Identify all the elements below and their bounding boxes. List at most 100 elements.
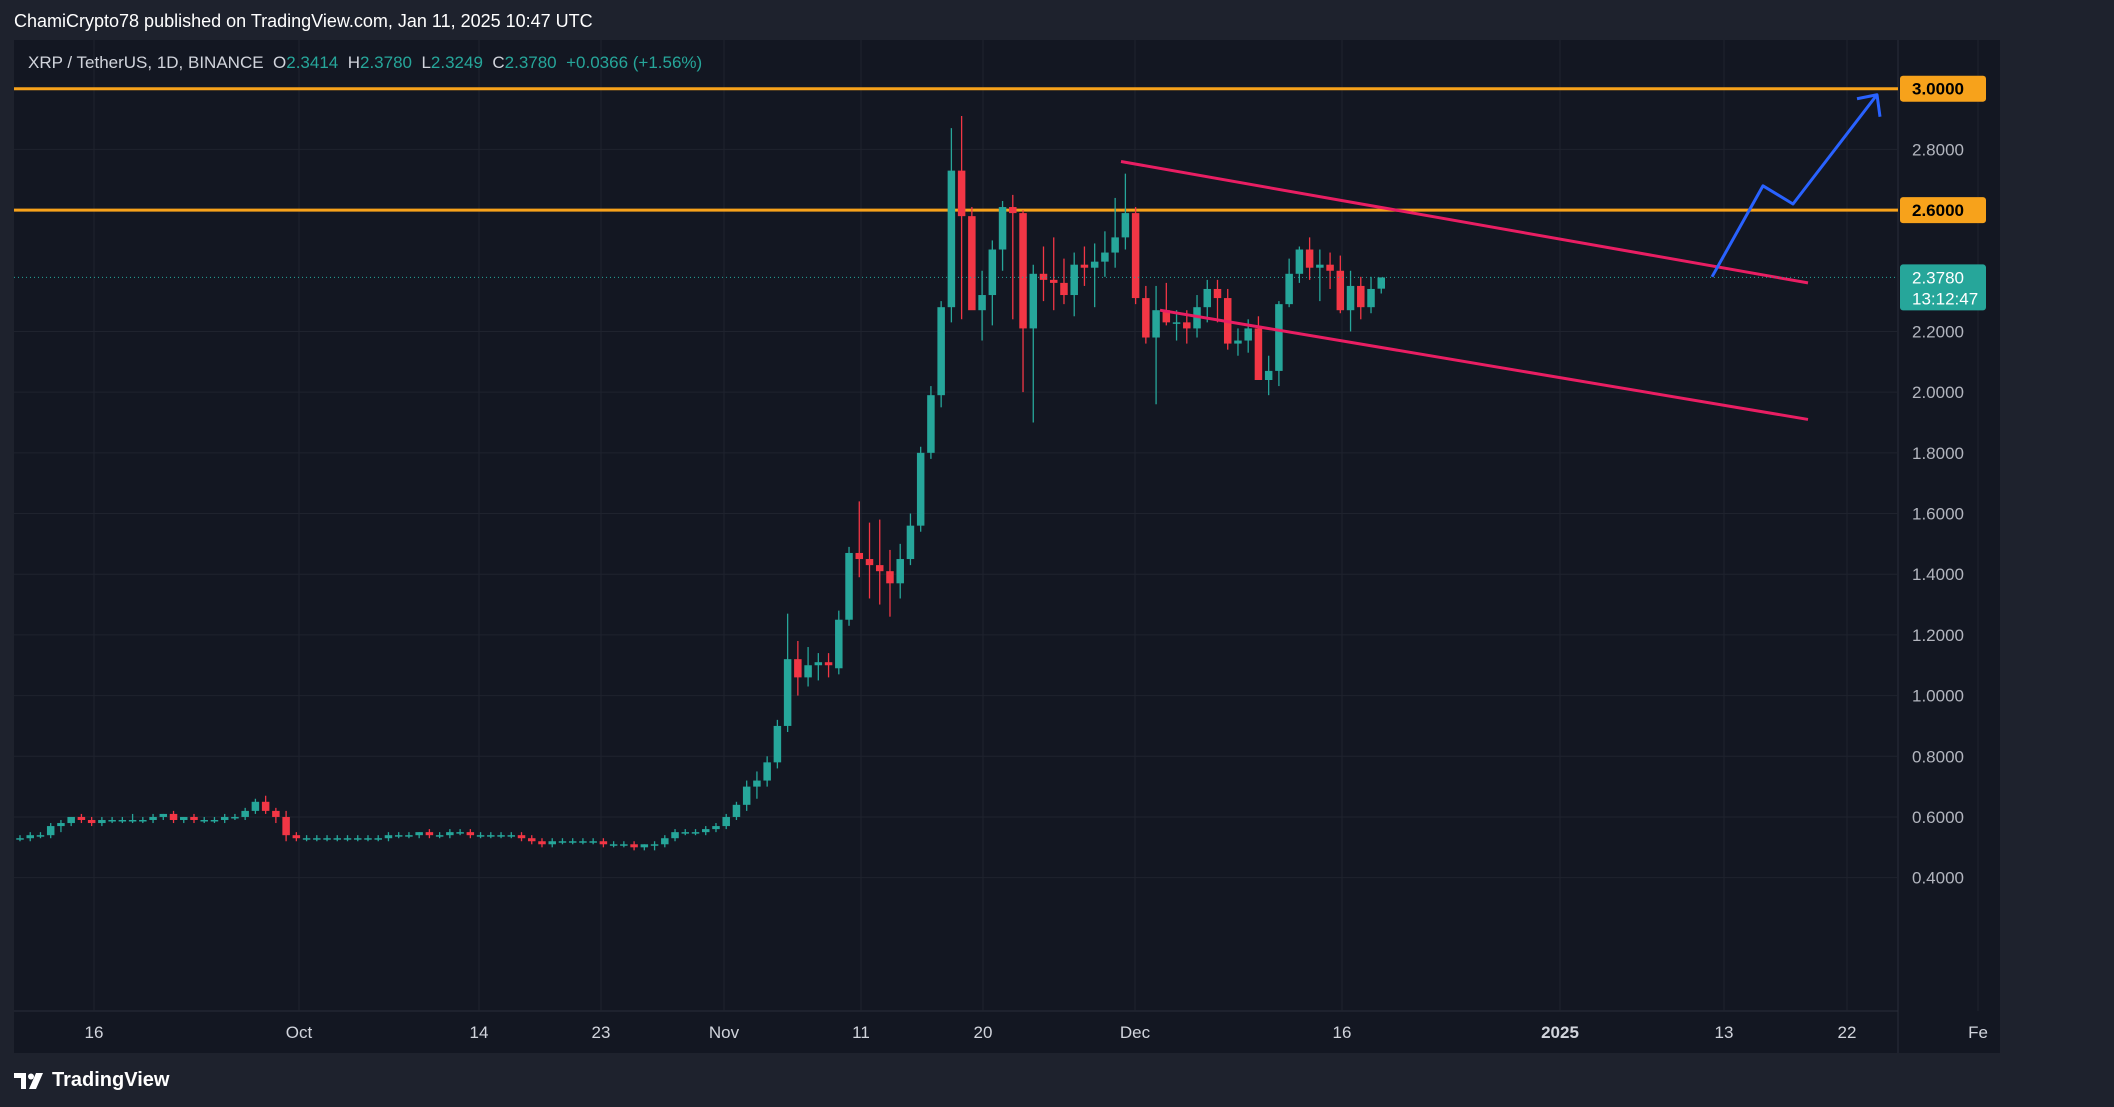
candle[interactable] — [26, 832, 34, 842]
candle[interactable] — [1142, 285, 1150, 344]
candle[interactable] — [425, 829, 434, 839]
candle[interactable] — [415, 832, 423, 839]
candle[interactable] — [609, 841, 618, 848]
candle[interactable] — [1223, 288, 1232, 350]
candle[interactable] — [998, 200, 1007, 271]
candle[interactable] — [98, 816, 106, 827]
candle[interactable] — [180, 816, 188, 824]
candle[interactable] — [712, 823, 720, 833]
candle[interactable] — [190, 813, 198, 824]
candle[interactable] — [517, 832, 526, 842]
candle[interactable] — [1039, 246, 1048, 302]
candle[interactable] — [1111, 197, 1119, 268]
candle[interactable] — [1203, 279, 1212, 323]
candle[interactable] — [783, 613, 792, 732]
candle[interactable] — [169, 810, 178, 824]
candle[interactable] — [210, 816, 219, 824]
candle[interactable] — [405, 832, 413, 839]
candle[interactable] — [1213, 279, 1222, 323]
candle[interactable] — [1080, 246, 1089, 286]
candle[interactable] — [937, 301, 945, 408]
candle[interactable] — [528, 835, 536, 845]
candle[interactable] — [1009, 194, 1017, 320]
candle[interactable] — [558, 838, 567, 845]
candle[interactable] — [742, 780, 751, 811]
candle[interactable] — [1029, 264, 1038, 423]
candle[interactable] — [1101, 231, 1109, 277]
candle[interactable] — [354, 835, 362, 842]
candle[interactable] — [620, 841, 628, 848]
candle[interactable] — [313, 835, 321, 842]
candle[interactable] — [650, 841, 659, 851]
candle[interactable] — [1090, 243, 1099, 308]
candle[interactable] — [220, 813, 229, 824]
candle[interactable] — [292, 832, 301, 842]
candle[interactable] — [108, 816, 116, 824]
candle[interactable] — [1131, 207, 1140, 305]
candle[interactable] — [988, 240, 997, 326]
candle[interactable] — [159, 813, 168, 820]
candle[interactable] — [1275, 301, 1283, 387]
candle[interactable] — [599, 838, 608, 848]
level-price-tag[interactable] — [1900, 75, 1986, 102]
candle[interactable] — [896, 543, 904, 599]
candle[interactable] — [538, 838, 546, 848]
projection-arrow[interactable] — [1710, 93, 1882, 278]
candle[interactable] — [579, 838, 587, 845]
candle[interactable] — [364, 835, 372, 842]
candle[interactable] — [773, 719, 782, 769]
price-chart[interactable]: 3.20002.80002.20002.00001.80001.60001.40… — [14, 40, 2000, 1053]
candle[interactable] — [1264, 355, 1273, 396]
candle[interactable] — [1346, 270, 1355, 332]
candle[interactable] — [384, 832, 393, 842]
candle[interactable] — [1070, 252, 1078, 317]
candle[interactable] — [261, 795, 270, 814]
candle[interactable] — [1295, 246, 1304, 283]
candle[interactable] — [1336, 255, 1345, 314]
candle[interactable] — [671, 829, 679, 842]
candle[interactable] — [200, 816, 208, 824]
candle[interactable] — [36, 832, 45, 839]
candle[interactable] — [282, 810, 290, 842]
candle[interactable] — [1121, 173, 1130, 250]
candle[interactable] — [814, 653, 823, 681]
level-price-tag[interactable] — [1900, 197, 1986, 224]
candle[interactable] — [16, 835, 24, 842]
candle[interactable] — [1234, 328, 1242, 356]
symbol-legend[interactable]: XRP / TetherUS, 1D, BINANCE O2.3414 H2.3… — [28, 53, 702, 72]
price-axis[interactable] — [1898, 40, 2000, 1053]
candle[interactable] — [487, 832, 495, 839]
candle[interactable] — [251, 798, 260, 814]
candle[interactable] — [1285, 258, 1293, 308]
candle[interactable] — [46, 823, 55, 839]
candle[interactable] — [1152, 285, 1160, 405]
candle[interactable] — [568, 838, 577, 845]
candle[interactable] — [763, 756, 771, 787]
channel-upper-line[interactable] — [1120, 160, 1809, 285]
candle[interactable] — [1305, 237, 1314, 280]
candle[interactable] — [681, 829, 690, 836]
candle[interactable] — [691, 829, 700, 836]
candle[interactable] — [722, 813, 730, 830]
candle[interactable] — [1060, 258, 1068, 305]
candle[interactable] — [77, 813, 86, 824]
candle[interactable] — [231, 813, 239, 820]
candle[interactable] — [701, 826, 710, 836]
candle[interactable] — [630, 841, 638, 851]
candle[interactable] — [886, 549, 894, 617]
candle[interactable] — [753, 771, 761, 799]
candle[interactable] — [343, 835, 352, 842]
candle[interactable] — [661, 835, 669, 848]
candle[interactable] — [589, 838, 597, 845]
candle[interactable] — [824, 653, 833, 678]
candle[interactable] — [732, 801, 741, 820]
candle[interactable] — [139, 816, 147, 824]
candle[interactable] — [957, 116, 966, 320]
candle[interactable] — [865, 522, 874, 599]
candle[interactable] — [1357, 276, 1365, 320]
candle[interactable] — [87, 816, 96, 827]
candle[interactable] — [333, 835, 342, 842]
candle[interactable] — [794, 640, 802, 696]
tradingview-logo[interactable]: TradingView — [14, 1069, 169, 1092]
candle[interactable] — [67, 816, 75, 827]
